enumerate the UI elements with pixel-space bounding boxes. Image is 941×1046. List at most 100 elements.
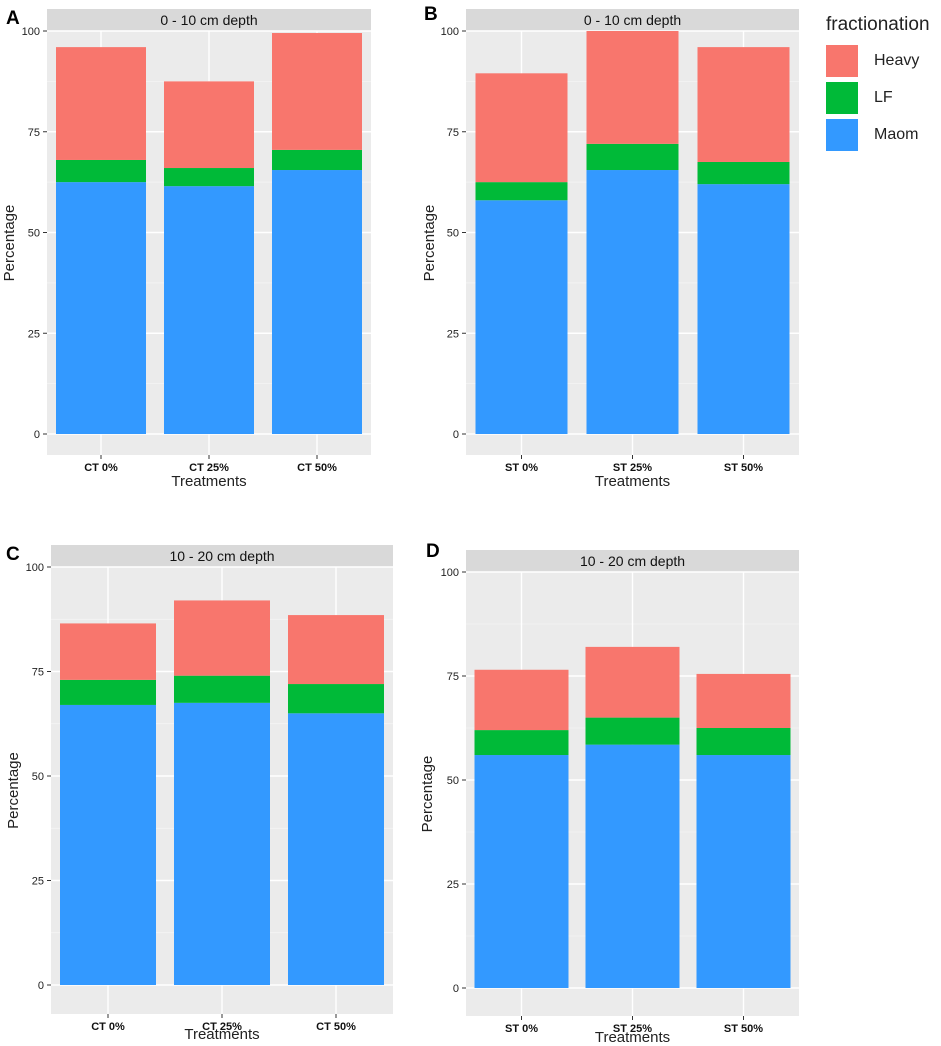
- bar-lf-ct-25-: [174, 675, 270, 703]
- y-tick-label: 25: [28, 328, 40, 340]
- legend-label-heavy: Heavy: [874, 51, 920, 69]
- panel-strip: [466, 550, 799, 572]
- bar-maom-st-50-: [697, 184, 790, 434]
- x-axis-title: Treatments: [595, 1029, 670, 1046]
- bar-heavy-st-50-: [697, 47, 790, 162]
- bar-heavy-ct-25-: [174, 600, 270, 676]
- y-tick-label: 75: [447, 671, 459, 683]
- panel-letter-c: C: [6, 544, 20, 565]
- panel-letter-a: A: [6, 8, 20, 29]
- legend-item-maom: Maom: [826, 116, 930, 153]
- y-tick-label: 50: [447, 228, 459, 240]
- y-axis-title: Percentage: [5, 752, 22, 829]
- bar-heavy-ct-0-: [60, 623, 156, 680]
- bar-maom-st-50-: [696, 755, 791, 988]
- y-tick-label: 25: [447, 328, 459, 340]
- y-axis-title: Percentage: [421, 205, 438, 282]
- y-tick-label: 50: [28, 228, 40, 240]
- x-tick-label: CT 0%: [91, 1021, 125, 1033]
- bar-maom-ct-50-: [272, 170, 362, 434]
- bar-lf-st-25-: [586, 143, 679, 171]
- bar-heavy-st-50-: [696, 673, 791, 728]
- bar-lf-st-25-: [585, 717, 680, 745]
- chart-panel-3: 10 - 20 cm depth 0 25 50 75 100 CT 0% CT 25% CT …: [5, 545, 393, 1043]
- y-tick-label: 100: [441, 26, 459, 38]
- legend-label-maom: Maom: [874, 125, 919, 143]
- bar-maom-st-25-: [585, 744, 680, 988]
- bar-lf-ct-25-: [164, 168, 254, 187]
- panel-letter-b: B: [424, 4, 438, 25]
- bar-heavy-ct-50-: [288, 615, 384, 685]
- x-tick-label: CT 25%: [202, 1021, 242, 1033]
- legend-swatch-heavy: [826, 44, 858, 77]
- y-tick-label: 50: [447, 775, 459, 787]
- legend: fractionation Heavy LF Maom: [826, 14, 930, 153]
- legend-swatch-maom: [826, 118, 858, 151]
- y-tick-label: 100: [22, 26, 40, 38]
- bar-maom-st-25-: [586, 170, 679, 434]
- bar-lf-st-0-: [474, 730, 569, 756]
- bar-maom-ct-25-: [164, 186, 254, 434]
- legend-label-lf: LF: [874, 88, 893, 106]
- y-tick-label: 75: [447, 127, 459, 139]
- x-tick-label: ST 25%: [613, 1023, 652, 1035]
- bar-maom-ct-25-: [174, 702, 270, 985]
- bar-maom-ct-0-: [60, 704, 156, 985]
- legend-title: fractionation: [826, 14, 930, 35]
- y-tick-label: 0: [38, 980, 44, 992]
- x-axis-title: Treatments: [171, 473, 246, 490]
- legend-item-heavy: Heavy: [826, 42, 930, 79]
- x-tick-label: ST 25%: [613, 462, 652, 474]
- bar-heavy-ct-25-: [164, 81, 254, 169]
- x-tick-label: ST 50%: [724, 462, 763, 474]
- x-tick-label: ST 0%: [505, 462, 538, 474]
- bar-maom-ct-50-: [288, 713, 384, 985]
- chart-panel-2: 0 - 10 cm depth 0 25 50 75 100 ST 0% ST 25% ST 5…: [421, 9, 799, 490]
- bar-lf-ct-0-: [56, 159, 146, 183]
- bar-lf-st-50-: [696, 728, 791, 756]
- y-tick-label: 75: [28, 127, 40, 139]
- bar-lf-st-0-: [475, 182, 568, 201]
- y-tick-label: 25: [32, 876, 44, 888]
- y-tick-label: 0: [453, 429, 459, 441]
- y-tick-label: 100: [26, 562, 44, 574]
- bar-maom-st-0-: [475, 200, 568, 434]
- y-tick-label: 75: [32, 667, 44, 679]
- y-tick-label: 100: [441, 567, 459, 579]
- panel-strip-title: 0 - 10 cm depth: [584, 12, 681, 28]
- panel-strip-title: 0 - 10 cm depth: [160, 12, 257, 28]
- panel-letter-d: D: [426, 541, 440, 562]
- x-tick-label: ST 50%: [724, 1023, 763, 1035]
- x-tick-label: CT 50%: [316, 1021, 356, 1033]
- bar-lf-ct-0-: [60, 679, 156, 705]
- x-axis-title: Treatments: [184, 1026, 259, 1043]
- chart-panel-1: 0 - 10 cm depth 0 25 50 75 100 CT 0% CT 25% CT 5…: [1, 9, 371, 490]
- y-tick-label: 0: [453, 983, 459, 995]
- y-tick-label: 0: [34, 429, 40, 441]
- bar-heavy-ct-50-: [272, 33, 362, 150]
- x-tick-label: CT 0%: [84, 462, 118, 474]
- bar-heavy-ct-0-: [56, 47, 146, 160]
- x-tick-label: CT 25%: [189, 462, 229, 474]
- y-tick-label: 25: [447, 879, 459, 891]
- x-tick-label: ST 0%: [505, 1023, 538, 1035]
- legend-swatch-lf: [826, 81, 858, 114]
- y-tick-label: 50: [32, 771, 44, 783]
- bar-lf-ct-50-: [272, 149, 362, 171]
- chart-panel-4: 10 - 20 cm depth 0 25 50 75 100 ST 0% ST 25% ST …: [419, 550, 799, 1046]
- bar-heavy-st-0-: [474, 669, 569, 731]
- x-tick-label: CT 50%: [297, 462, 337, 474]
- bar-maom-st-0-: [474, 755, 569, 988]
- y-axis-title: Percentage: [419, 756, 436, 833]
- bar-heavy-st-25-: [585, 646, 680, 718]
- panel-strip: [51, 545, 393, 567]
- panel-strip-title: 10 - 20 cm depth: [169, 548, 274, 564]
- legend-item-lf: LF: [826, 79, 930, 116]
- panel-strip: [47, 9, 371, 31]
- y-axis-title: Percentage: [1, 205, 18, 282]
- x-axis-title: Treatments: [595, 473, 670, 490]
- panel-strip: [466, 9, 799, 31]
- bar-lf-ct-50-: [288, 684, 384, 714]
- panel-strip-title: 10 - 20 cm depth: [580, 553, 685, 569]
